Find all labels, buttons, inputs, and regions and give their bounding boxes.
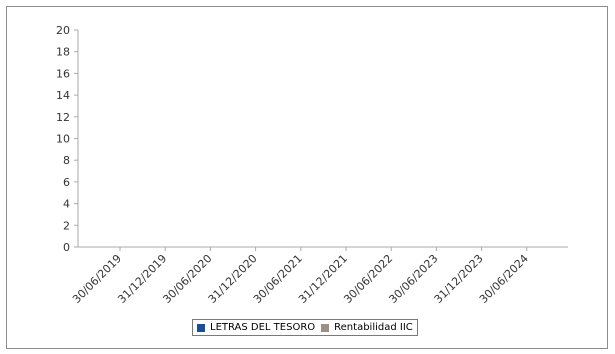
y-axis-ticks: 0 2 4 6 8 10 12 14 16 18 20 bbox=[56, 24, 78, 254]
legend-swatch-letras bbox=[197, 323, 205, 332]
y-tick-label: 14 bbox=[56, 89, 70, 102]
y-tick-label: 12 bbox=[56, 111, 70, 124]
x-axis-ticks: 30/06/201931/12/201930/06/202031/12/2020… bbox=[70, 247, 531, 306]
y-tick-label: 4 bbox=[63, 198, 70, 211]
y-tick-label: 8 bbox=[63, 154, 70, 167]
legend-item-letras: LETRAS DEL TESORO bbox=[197, 322, 315, 333]
legend-swatch-rentabilidad bbox=[321, 323, 330, 332]
y-tick-label: 0 bbox=[63, 241, 70, 254]
x-tick-label: 30/06/2024 bbox=[477, 252, 531, 306]
chart-legend: LETRAS DEL TESORO Rentabilidad IIC bbox=[192, 319, 418, 336]
y-tick-label: 20 bbox=[56, 24, 70, 37]
legend-label-rentabilidad: Rentabilidad IIC bbox=[334, 322, 413, 333]
y-tick-label: 2 bbox=[63, 219, 70, 232]
y-tick-label: 16 bbox=[56, 67, 70, 80]
y-tick-label: 18 bbox=[56, 46, 70, 59]
chart-frame bbox=[6, 6, 608, 349]
legend-item-rentabilidad: Rentabilidad IIC bbox=[321, 322, 413, 333]
y-tick-label: 10 bbox=[56, 133, 70, 146]
y-tick-label: 6 bbox=[63, 176, 70, 189]
legend-label-letras: LETRAS DEL TESORO bbox=[210, 322, 316, 333]
